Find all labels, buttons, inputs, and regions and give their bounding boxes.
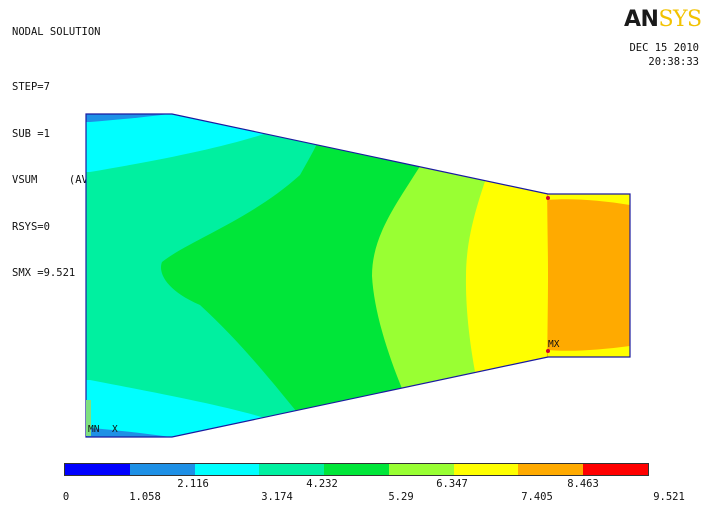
legend-tick-top: 4.232 bbox=[306, 478, 338, 490]
geometry-outline bbox=[85, 113, 631, 438]
min-label: MN bbox=[88, 424, 100, 435]
max-label: MX bbox=[548, 339, 560, 350]
x-axis-label: X bbox=[112, 424, 118, 435]
date-text: DEC 15 2010 bbox=[629, 42, 699, 54]
plot-title: NODAL SOLUTION bbox=[12, 26, 101, 38]
band-yellow-edge-bottom bbox=[548, 346, 630, 357]
legend-tick-top: 6.347 bbox=[436, 478, 468, 490]
legend-tick-bottom: 3.174 bbox=[261, 491, 293, 503]
legend-tick-bottom: 0 bbox=[62, 491, 70, 503]
legend-tick-bottom: 5.29 bbox=[388, 491, 414, 503]
max-marker-bottom bbox=[546, 349, 550, 353]
legend-swatch bbox=[583, 464, 649, 475]
timestamp: DEC 15 2010 20:38:33 bbox=[629, 41, 699, 69]
legend-swatch bbox=[194, 464, 260, 475]
band-orange bbox=[547, 114, 630, 437]
legend-tick-top: 8.463 bbox=[567, 478, 599, 490]
legend-swatch bbox=[518, 464, 584, 475]
legend-swatch bbox=[259, 464, 325, 475]
legend-swatch bbox=[388, 464, 454, 475]
max-marker-top bbox=[546, 196, 550, 200]
time-text: 20:38:33 bbox=[648, 56, 699, 68]
band-yellow-edge-top bbox=[548, 194, 630, 205]
min-marker bbox=[86, 400, 91, 436]
legend-tick-bottom: 7.405 bbox=[521, 491, 553, 503]
color-legend bbox=[64, 463, 649, 476]
legend-tick-bottom: 1.058 bbox=[129, 491, 161, 503]
sub-line: SUB =1 bbox=[12, 127, 50, 140]
legend-swatch bbox=[65, 464, 130, 475]
ansys-logo: ANSYS bbox=[624, 7, 702, 32]
legend-swatch bbox=[129, 464, 195, 475]
legend-swatch bbox=[453, 464, 519, 475]
step-line: STEP=7 bbox=[12, 81, 50, 93]
smx-line: SMX =9.521 bbox=[12, 267, 76, 279]
legend-tick-bottom: 9.521 bbox=[653, 491, 685, 503]
legend-swatch bbox=[324, 464, 389, 475]
rsys-line: RSYS=0 bbox=[12, 220, 50, 233]
band-blue-top bbox=[86, 114, 240, 122]
band-blue-bottom bbox=[86, 428, 240, 437]
legend-tick-top: 2.116 bbox=[177, 478, 209, 490]
